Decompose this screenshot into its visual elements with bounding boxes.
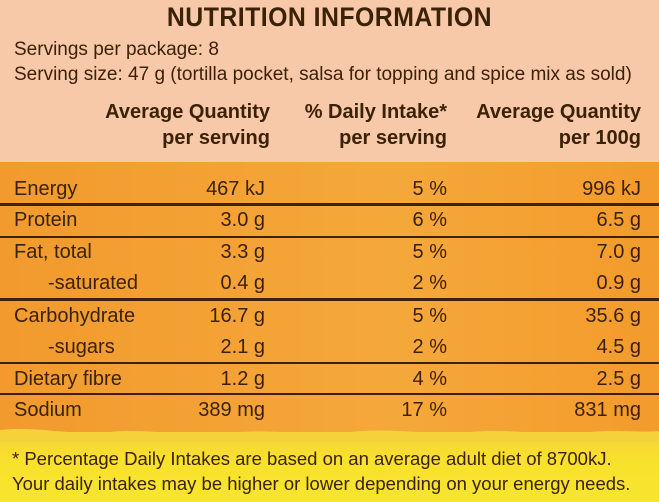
serving-size: Serving size: 47 g (tortilla pocket, sal… bbox=[14, 64, 632, 85]
band-wave bbox=[0, 429, 659, 442]
panel-title: NUTRITION INFORMATION bbox=[166, 2, 493, 32]
column-header-per-100g: Average Quantity per 100g bbox=[476, 99, 641, 151]
footnote-line: * Percentage Daily Intakes are based on … bbox=[12, 448, 612, 469]
row-label-carbohydrate: Carbohydrate bbox=[14, 305, 136, 327]
row-divider bbox=[0, 236, 659, 238]
row-label-dietary-fibre: Dietary fibre bbox=[14, 368, 122, 390]
row-label-protein: Protein bbox=[14, 209, 78, 231]
row-label-fat-total: Fat, total bbox=[14, 241, 92, 263]
footnote-line: Your daily intakes may be higher or lowe… bbox=[12, 473, 631, 494]
cell-daily-intake: 5 % bbox=[412, 178, 447, 200]
cell-daily-intake: 5 % bbox=[412, 305, 447, 327]
cell-per-serving: 3.3 g bbox=[220, 241, 265, 263]
column-header-daily-intake: % Daily Intake* per serving bbox=[305, 99, 447, 151]
cell-daily-intake: 2 % bbox=[412, 336, 447, 358]
column-header-line: per serving bbox=[339, 127, 447, 149]
row-label-energy: Energy bbox=[14, 178, 78, 200]
cell-daily-intake: 5 % bbox=[412, 241, 447, 263]
header-band bbox=[0, 0, 659, 162]
row-divider bbox=[0, 203, 659, 206]
row-label-sugars: -sugars bbox=[48, 336, 115, 358]
row-divider bbox=[0, 393, 659, 395]
column-header-line: Average Quantity bbox=[105, 101, 270, 123]
row-label-sodium: Sodium bbox=[14, 399, 82, 421]
row-label-saturated: -saturated bbox=[48, 272, 139, 294]
cell-per-100g: 831 mg bbox=[574, 399, 641, 421]
cell-per-serving: 0.4 g bbox=[220, 272, 265, 294]
cell-daily-intake: 6 % bbox=[412, 209, 447, 231]
cell-per-serving: 3.0 g bbox=[220, 209, 265, 231]
cell-per-100g: 2.5 g bbox=[596, 368, 641, 390]
servings-per-package: Servings per package: 8 bbox=[14, 39, 219, 60]
cell-per-100g: 6.5 g bbox=[596, 209, 641, 231]
column-header-line: % Daily Intake* bbox=[304, 101, 447, 123]
cell-daily-intake: 2 % bbox=[412, 272, 447, 294]
column-header-line: per serving bbox=[162, 127, 270, 149]
column-header-line: Average Quantity bbox=[476, 101, 641, 123]
row-divider bbox=[0, 362, 659, 364]
cell-per-serving: 1.2 g bbox=[220, 368, 265, 390]
cell-per-100g: 0.9 g bbox=[596, 272, 641, 294]
cell-daily-intake: 17 % bbox=[401, 399, 447, 421]
cell-per-serving: 2.1 g bbox=[220, 336, 265, 358]
cell-per-100g: 996 kJ bbox=[582, 178, 641, 200]
column-header-per-serving: Average Quantity per serving bbox=[105, 99, 270, 151]
cell-per-serving: 16.7 g bbox=[209, 305, 265, 327]
footer-band bbox=[0, 432, 659, 502]
cell-daily-intake: 4 % bbox=[412, 368, 447, 390]
column-header-line: per 100g bbox=[558, 127, 641, 149]
cell-per-serving: 467 kJ bbox=[206, 178, 265, 200]
cell-per-100g: 7.0 g bbox=[596, 241, 641, 263]
row-divider bbox=[0, 298, 659, 301]
cell-per-100g: 4.5 g bbox=[596, 336, 641, 358]
cell-per-serving: 389 mg bbox=[198, 399, 265, 421]
cell-per-100g: 35.6 g bbox=[585, 305, 641, 327]
